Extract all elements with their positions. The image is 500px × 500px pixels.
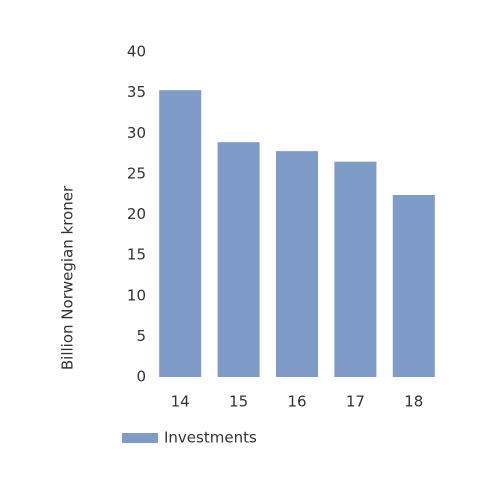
bar	[392, 195, 435, 377]
y-tick-label: 30	[127, 124, 146, 142]
legend-label: Investments	[164, 429, 257, 447]
legend-swatch	[122, 433, 158, 443]
y-tick-label: 25	[127, 164, 146, 182]
bar	[334, 161, 377, 377]
x-tick-label: 18	[404, 393, 423, 411]
x-tick-label: 14	[171, 393, 190, 411]
x-tick-label: 15	[229, 393, 248, 411]
y-tick-label: 0	[136, 368, 146, 386]
y-tick-label: 40	[127, 43, 146, 61]
y-tick-label: 35	[127, 83, 146, 101]
x-tick-label: 17	[346, 393, 365, 411]
bar	[159, 90, 202, 377]
bar	[275, 151, 319, 377]
y-tick-label: 20	[127, 205, 146, 223]
y-tick-label: 5	[136, 327, 146, 345]
y-tick-label: 15	[127, 246, 146, 264]
bar	[217, 142, 260, 377]
x-tick-label: 16	[287, 393, 306, 411]
y-axis-label: Billion Norwegian kroner	[59, 185, 77, 370]
y-tick-label: 10	[127, 286, 146, 304]
